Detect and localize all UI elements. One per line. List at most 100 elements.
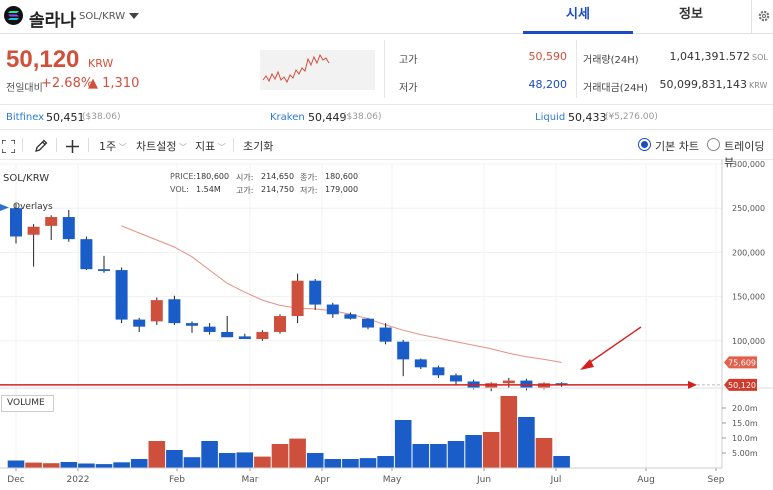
divider [384,40,385,98]
period-select[interactable]: 1주 ﹀ [99,138,127,154]
indicators-menu[interactable]: 지표 ﹀ [195,138,226,154]
x-tick-label: Sep [708,475,725,485]
candle-body [309,280,322,305]
volume-bar [78,463,95,468]
basic-chart-radio[interactable] [638,138,651,151]
ohlc-value: 179,000 [325,185,359,194]
y-tick-label: 300,000 [732,160,765,169]
basic-chart-label: 기본 차트 [655,140,699,153]
candle-body [344,314,357,319]
candle-body [256,331,269,340]
ohlc-label: VOL: [170,185,189,194]
exchange-price: 50,433 [568,111,607,124]
volume-bar [377,456,394,468]
volume-tick-label: 20.0m [732,404,758,413]
volume-tick-label: 5.00m [732,449,758,458]
volume-bar [236,452,254,468]
candle-body [432,367,445,376]
volume-bar [412,444,430,468]
candle-body [502,380,515,384]
ma-price-tag-bg [724,356,757,369]
volume-tick-label: 15.0m [732,419,758,428]
change-amount: ▲ 1,310 [88,76,140,91]
ohlc-label: 고가: [236,186,254,195]
volume-bar [25,462,42,468]
reset-button[interactable]: 초기화 [243,140,274,153]
volume-bar [535,438,553,468]
chart-pair-title: SOL/KRW [3,173,50,184]
volume-bar [430,444,447,468]
volume-bar [113,462,130,468]
current-price: 50,120 [6,46,80,73]
volume-bar [553,456,570,468]
high-value: 50,590 [528,50,568,63]
volume-bar [148,441,166,468]
candle-body [27,226,40,235]
volume-panel-label: VOLUME [1,395,54,412]
volume-bar [130,459,148,468]
volume-bar [518,417,535,468]
chart-settings-menu[interactable]: 차트설정 ﹀ [136,138,187,154]
price-unit: KRW [88,57,114,70]
candle-body [379,327,392,342]
volume-bar [42,463,60,468]
x-tick-label: Aug [637,475,655,485]
toolbar-divider [233,138,234,152]
volume-bar [359,458,377,468]
price-chart[interactable]: 300,000 250,000 200,000 150,000 100,000 Dec 20… [0,160,773,490]
exchange-name[interactable]: Kraken [270,112,305,123]
volume-bar [218,453,236,468]
low-label: 저가 [399,83,418,94]
candle-body [150,300,163,322]
change-label: 전일대비 [6,83,43,94]
solana-logo-icon [4,6,23,25]
candle-body [520,380,533,388]
ohlc-value: 180,600 [196,172,230,181]
chart-settings-label: 차트설정 [136,140,177,153]
ohlc-value: 180,600 [325,172,359,181]
volume-bar [95,464,113,468]
ohlc-value: 214,650 [261,172,295,181]
volume-bar [394,420,412,468]
current-price-tag: 50,120 [728,381,756,390]
ohlc-value: 1.54M [196,185,221,194]
exchange-name[interactable]: Bitfinex [6,112,45,123]
chevron-down-icon: ﹀ [176,143,188,152]
overlays-button[interactable]: Overlays [13,202,53,212]
value-24h-unit: KRW [749,81,768,90]
pencil-draw-icon[interactable] [34,138,48,157]
indicators-label: 지표 [195,140,216,153]
candle-body [274,316,286,332]
volume-bar [166,450,183,468]
x-tick-label: May [383,475,402,485]
volume-bar [342,459,359,468]
fullscreen-icon[interactable] [1,138,16,157]
candle-body [10,208,22,237]
exchange-name[interactable]: Liquid [535,112,566,123]
candlestick-chart-svg[interactable]: 300,000 250,000 200,000 150,000 100,000 Dec 20… [0,160,773,490]
ohlc-label: 종가: [300,173,318,182]
mini-price-chart [260,50,375,90]
ohlc-label: 저가: [300,186,318,195]
tradingview-radio[interactable] [707,138,720,151]
volume-bar [324,459,342,468]
exchange-price-bar: Bitfinex 50,451 ($38.06) Kraken 50,449 (… [0,104,773,130]
x-tick-label: Jun [476,475,491,485]
candle-body [80,239,93,270]
period-label: 1주 [99,140,117,153]
current-price-tag-bg [724,378,757,391]
exchange-usd-price: ($38.06) [343,112,382,122]
volume-bar [271,444,289,468]
add-plus-icon[interactable] [66,138,79,157]
tab-info[interactable]: 정보 [679,7,703,22]
volume-bar [465,435,482,468]
coin-select-chevron-down-icon[interactable] [129,13,139,19]
x-tick-label: Jul [550,475,562,485]
volume-bar [447,441,465,468]
x-tick-label: Dec [7,475,24,485]
volume-bar [183,457,201,468]
exchange-usd-price: ($38.06) [82,112,121,122]
settings-gear-icon[interactable] [751,0,773,34]
tab-market[interactable]: 시세 [523,0,633,34]
candle-body [362,318,374,328]
